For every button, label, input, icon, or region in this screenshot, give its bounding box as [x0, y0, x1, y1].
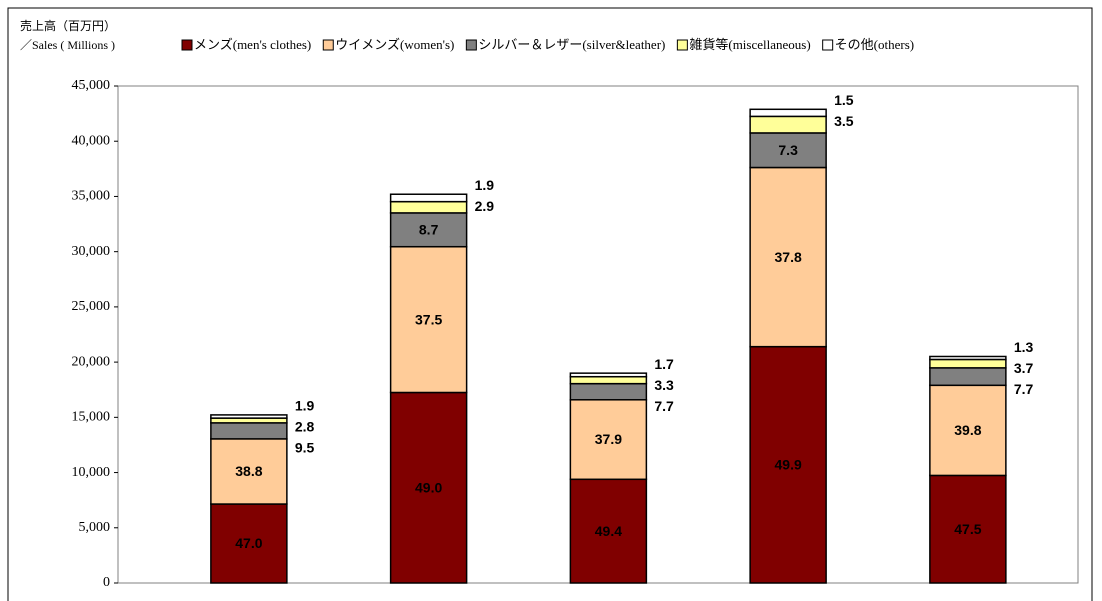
y-tick-label: 35,000	[72, 189, 111, 204]
data-label: 7.3	[778, 142, 798, 158]
legend-label: シルバー＆レザー(silver&leather)	[478, 37, 665, 52]
data-label: 3.3	[654, 377, 674, 393]
legend-label: その他(others)	[835, 37, 914, 52]
bar-segment	[929, 367, 1007, 387]
bar-segment	[749, 108, 827, 118]
data-label: 1.5	[834, 92, 854, 108]
bar-segment	[389, 212, 468, 248]
bar-segment	[210, 422, 288, 440]
y-tick-label: 10,000	[72, 465, 111, 480]
data-label: 2.9	[475, 198, 495, 214]
chart-subtitle: ／Sales ( Millions )	[20, 38, 115, 52]
data-label: 9.5	[295, 440, 315, 456]
data-label: 1.9	[295, 398, 315, 414]
bar-segment	[389, 391, 468, 584]
data-label: 49.4	[595, 523, 622, 539]
y-tick-label: 40,000	[72, 133, 111, 148]
bar-segment	[210, 438, 288, 505]
y-tick-label: 25,000	[72, 299, 111, 314]
bar-segment	[210, 414, 288, 419]
bar-segment	[210, 503, 288, 584]
bar-segment	[749, 115, 827, 134]
data-label: 47.0	[235, 535, 262, 551]
data-label: 37.5	[415, 311, 442, 327]
chart-frame	[7, 7, 1093, 601]
legend-label: 雑貨等(miscellaneous)	[689, 37, 810, 52]
bar-segment	[569, 375, 648, 385]
data-label: 1.9	[475, 177, 495, 193]
y-tick-label: 0	[103, 575, 110, 590]
y-tick-label: 30,000	[72, 244, 111, 259]
bar-segment	[929, 355, 1007, 361]
data-label: 3.5	[834, 113, 854, 129]
bar-segment	[389, 200, 468, 214]
data-label: 47.5	[954, 521, 981, 537]
bar-segment	[569, 382, 648, 401]
bar-segment	[389, 193, 468, 203]
bar-segment	[929, 384, 1007, 477]
legend-label: ウイメンズ(women's)	[335, 37, 454, 52]
y-tick-label: 20,000	[72, 354, 111, 369]
data-label: 49.9	[775, 457, 802, 473]
bar-segment	[569, 399, 648, 481]
legend-swatch	[322, 39, 334, 51]
bar-segment	[929, 474, 1007, 584]
y-tick-label: 5,000	[79, 520, 111, 535]
data-label: 8.7	[419, 222, 439, 238]
data-label: 1.3	[1014, 339, 1034, 355]
legend-swatch	[822, 39, 834, 51]
legend-label: メンズ(men's clothes)	[194, 37, 311, 52]
bar-segment	[929, 358, 1007, 369]
data-label: 7.7	[1014, 381, 1034, 397]
bar-segment	[389, 245, 468, 394]
data-label: 49.0	[415, 479, 442, 495]
data-label: 1.7	[654, 356, 674, 372]
legend-swatch	[465, 39, 477, 51]
data-label: 39.8	[954, 422, 981, 438]
bar-segment	[749, 132, 827, 169]
chart-title: 売上高（百万円）	[20, 18, 116, 33]
y-tick-label: 45,000	[72, 78, 111, 93]
y-tick-label: 15,000	[72, 410, 111, 425]
data-label: 37.8	[775, 249, 802, 265]
data-label: 38.8	[235, 463, 262, 479]
bar-segment	[569, 478, 648, 584]
bar-segment	[569, 372, 648, 378]
legend-swatch	[181, 39, 193, 51]
data-label: 3.7	[1014, 360, 1034, 376]
legend-swatch	[676, 39, 688, 51]
bar-segment	[749, 166, 827, 348]
data-label: 2.8	[295, 419, 315, 435]
data-label: 37.9	[595, 431, 622, 447]
data-label: 7.7	[654, 398, 674, 414]
bar-segment	[749, 345, 827, 584]
